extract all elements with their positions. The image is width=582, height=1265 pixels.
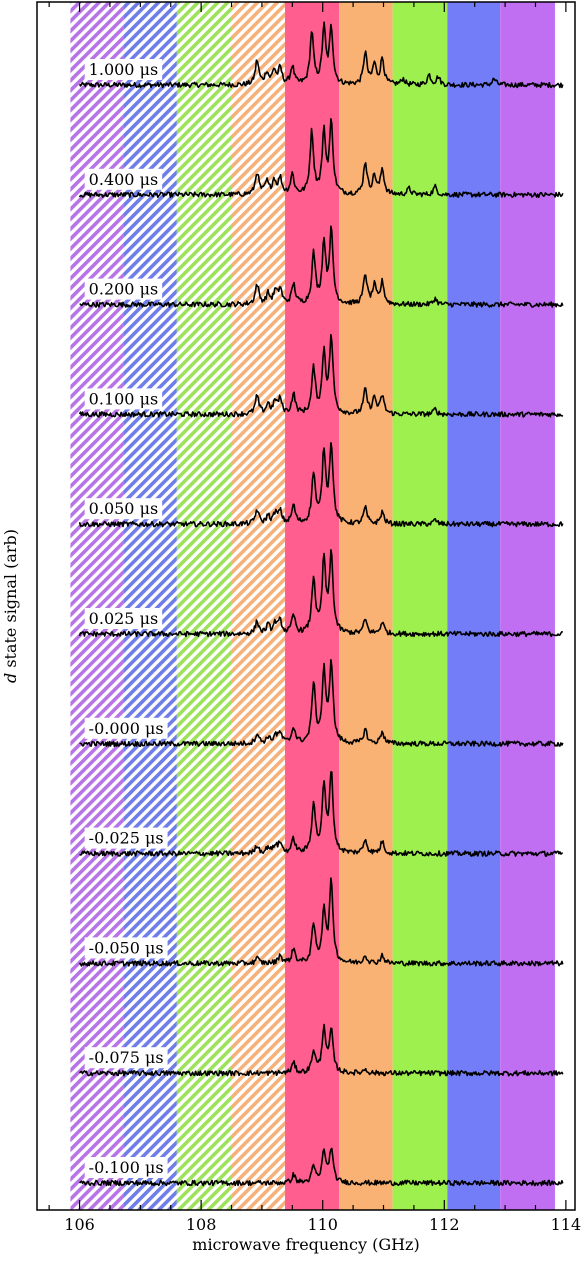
trace-label-bg bbox=[84, 827, 168, 849]
trace-label-2: 0.400 μs bbox=[84, 168, 163, 190]
trace-11 bbox=[79, 1147, 564, 1187]
trace-label-text: 0.025 μs bbox=[89, 609, 159, 628]
y-axis-label-symbol: d bbox=[1, 673, 20, 683]
y-axis-label: d state signal (arb) bbox=[1, 529, 20, 683]
band-7 bbox=[392, 2, 448, 1210]
y-axis-label-text: state signal (arb) bbox=[1, 529, 20, 673]
trace-label-bg bbox=[84, 1157, 168, 1178]
trace-label-text: -0.000 μs bbox=[89, 719, 164, 738]
frequency-bands bbox=[70, 2, 555, 1210]
trace-9 bbox=[78, 877, 564, 967]
trace-label-text: 1.000 μs bbox=[89, 60, 159, 79]
trace-label-text: -0.050 μs bbox=[89, 938, 164, 957]
plot-frame bbox=[36, 1, 576, 1211]
x-tick-label: 106 bbox=[64, 1215, 95, 1234]
x-tick-label: 112 bbox=[429, 1215, 460, 1234]
x-tick-label: 110 bbox=[307, 1215, 338, 1234]
trace-label-bg bbox=[84, 1047, 168, 1069]
trace-label-bg bbox=[84, 388, 163, 410]
trace-label-6: 0.025 μs bbox=[84, 608, 163, 629]
trace-label-4: 0.100 μs bbox=[84, 388, 163, 410]
band-2 bbox=[123, 2, 177, 1210]
trace-label-text: -0.075 μs bbox=[89, 1048, 164, 1067]
spectrum-traces bbox=[78, 21, 564, 1187]
trace-1 bbox=[78, 21, 564, 89]
trace-7 bbox=[79, 658, 564, 748]
trace-label-text: -0.025 μs bbox=[89, 829, 164, 848]
trace-label-8: -0.025 μs bbox=[84, 827, 168, 849]
band-6 bbox=[339, 2, 393, 1210]
x-tick-label: 108 bbox=[186, 1215, 217, 1234]
trace-label-1: 1.000 μs bbox=[84, 59, 163, 80]
trace-8 bbox=[79, 771, 563, 857]
trace-5 bbox=[78, 441, 564, 528]
trace-label-bg bbox=[84, 278, 163, 300]
trace-label-11: -0.100 μs bbox=[84, 1157, 168, 1178]
x-axis-ticks: 106 108 110 112 114 bbox=[48, 2, 582, 1234]
trace-label-bg bbox=[84, 937, 168, 959]
trace-labels: 1.000 μs 0.400 μs 0.200 μs 0.100 μs 0.050 μs… bbox=[84, 59, 168, 1178]
trace-label-10: -0.075 μs bbox=[84, 1047, 168, 1069]
band-1 bbox=[70, 2, 124, 1210]
trace-label-9: -0.050 μs bbox=[84, 937, 168, 959]
trace-6 bbox=[78, 548, 563, 638]
trace-label-bg bbox=[84, 498, 163, 520]
band-9 bbox=[500, 2, 555, 1210]
trace-10 bbox=[79, 1023, 564, 1077]
trace-4 bbox=[78, 333, 564, 418]
trace-3 bbox=[79, 225, 564, 308]
x-axis-label: microwave frequency (GHz) bbox=[192, 1235, 419, 1254]
trace-label-bg bbox=[84, 168, 163, 190]
trace-label-3: 0.200 μs bbox=[84, 278, 163, 300]
band-8 bbox=[447, 2, 501, 1210]
trace-label-7: -0.000 μs bbox=[84, 717, 168, 739]
trace-label-text: 0.100 μs bbox=[89, 389, 159, 408]
band-5 bbox=[285, 2, 340, 1210]
trace-label-bg bbox=[84, 608, 163, 629]
x-tick-label: 114 bbox=[551, 1215, 582, 1234]
trace-label-text: 0.200 μs bbox=[89, 280, 159, 299]
trace-label-bg bbox=[84, 717, 168, 739]
trace-label-text: 0.050 μs bbox=[89, 499, 159, 518]
trace-label-bg bbox=[84, 59, 163, 80]
trace-label-5: 0.050 μs bbox=[84, 498, 163, 520]
band-4 bbox=[231, 2, 286, 1210]
trace-label-text: 0.400 μs bbox=[89, 170, 159, 189]
trace-label-text: -0.100 μs bbox=[89, 1158, 164, 1177]
band-3 bbox=[176, 2, 232, 1210]
trace-2 bbox=[78, 118, 564, 198]
